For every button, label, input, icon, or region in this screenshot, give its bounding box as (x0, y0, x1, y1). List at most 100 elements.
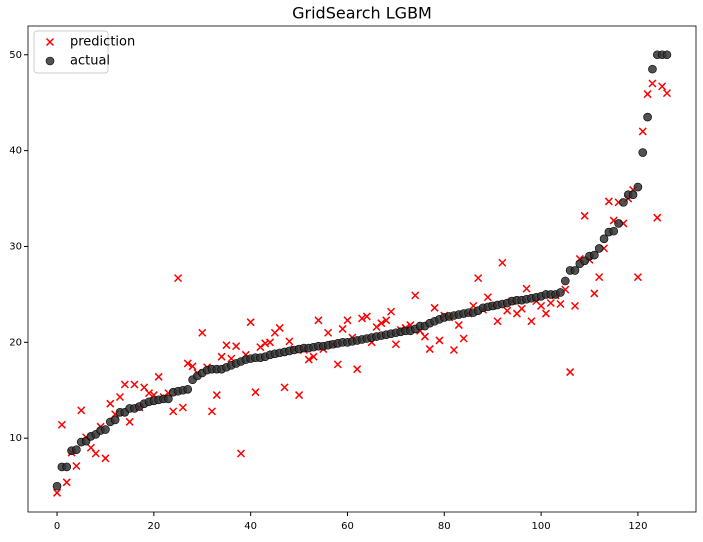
point (628, 190, 638, 200)
chart-title: GridSearch LGBM (292, 4, 432, 23)
point (144, 389, 154, 398)
point (115, 392, 125, 402)
point (72, 461, 81, 471)
x-tick-label: 120 (628, 521, 647, 532)
point (420, 332, 429, 341)
point (459, 334, 468, 343)
point (503, 306, 512, 315)
point (377, 319, 386, 328)
point (556, 288, 565, 297)
point (125, 417, 134, 426)
point (91, 449, 100, 458)
point (614, 219, 623, 228)
point (609, 226, 619, 236)
point (454, 321, 463, 330)
point (309, 352, 318, 361)
point (483, 293, 492, 302)
point (498, 258, 507, 267)
point (382, 316, 391, 325)
plot-area (27, 25, 697, 513)
legend-label: prediction (70, 35, 135, 50)
x-tick-label: 0 (54, 521, 60, 532)
point (604, 197, 613, 206)
point (338, 324, 347, 333)
point (183, 385, 193, 394)
point (62, 462, 72, 472)
point (430, 303, 439, 312)
y-tick-label: 40 (9, 146, 22, 157)
point (599, 234, 609, 244)
point (178, 403, 187, 412)
point (633, 182, 643, 192)
point (541, 309, 550, 318)
x-tick-label: 80 (438, 521, 451, 532)
point (53, 488, 62, 497)
y-tick-label: 20 (9, 337, 22, 348)
point (590, 250, 599, 260)
point (101, 425, 110, 434)
point (561, 276, 570, 286)
point (212, 391, 221, 400)
point (120, 380, 129, 389)
point (169, 407, 178, 416)
point (154, 372, 163, 381)
x-tick-label: 40 (244, 521, 257, 532)
point (648, 64, 657, 74)
point (658, 82, 667, 91)
point (101, 454, 110, 463)
point (236, 449, 246, 458)
point (72, 445, 81, 454)
point (285, 337, 294, 346)
point (570, 301, 580, 310)
point (527, 317, 536, 326)
point (251, 388, 260, 397)
point (52, 481, 62, 491)
legend-label: actual (70, 54, 110, 69)
point (110, 415, 120, 425)
point (435, 336, 444, 345)
point (275, 323, 284, 332)
point (207, 407, 216, 416)
y-tick-label: 10 (9, 433, 22, 444)
x-tick-label: 20 (147, 521, 160, 532)
y-tick-label: 30 (9, 241, 22, 252)
point (566, 368, 575, 377)
point (106, 399, 115, 408)
point (522, 284, 531, 293)
point (324, 328, 333, 337)
point (246, 318, 255, 327)
point (474, 274, 483, 283)
x-tick-label: 60 (341, 521, 354, 532)
point (333, 360, 342, 369)
point (304, 355, 313, 364)
point (391, 340, 400, 349)
point (164, 394, 173, 404)
point (314, 316, 323, 325)
point (362, 312, 371, 321)
point (183, 359, 192, 368)
point (130, 380, 139, 389)
point (174, 274, 183, 283)
point (449, 345, 459, 355)
legend-marker (45, 37, 55, 47)
point (594, 244, 604, 253)
point (619, 198, 628, 207)
point (638, 127, 647, 136)
point (517, 304, 526, 313)
point (493, 317, 502, 326)
x-tick-label: 100 (532, 521, 551, 532)
point (570, 266, 580, 275)
point (265, 338, 275, 347)
point (198, 328, 207, 337)
point (595, 273, 604, 282)
point (62, 478, 71, 487)
point (556, 299, 565, 309)
point (57, 420, 66, 429)
y-tick-label: 50 (9, 50, 22, 61)
point (662, 50, 672, 60)
point (295, 391, 304, 400)
point (357, 314, 367, 323)
point (77, 406, 86, 415)
point (232, 342, 241, 351)
